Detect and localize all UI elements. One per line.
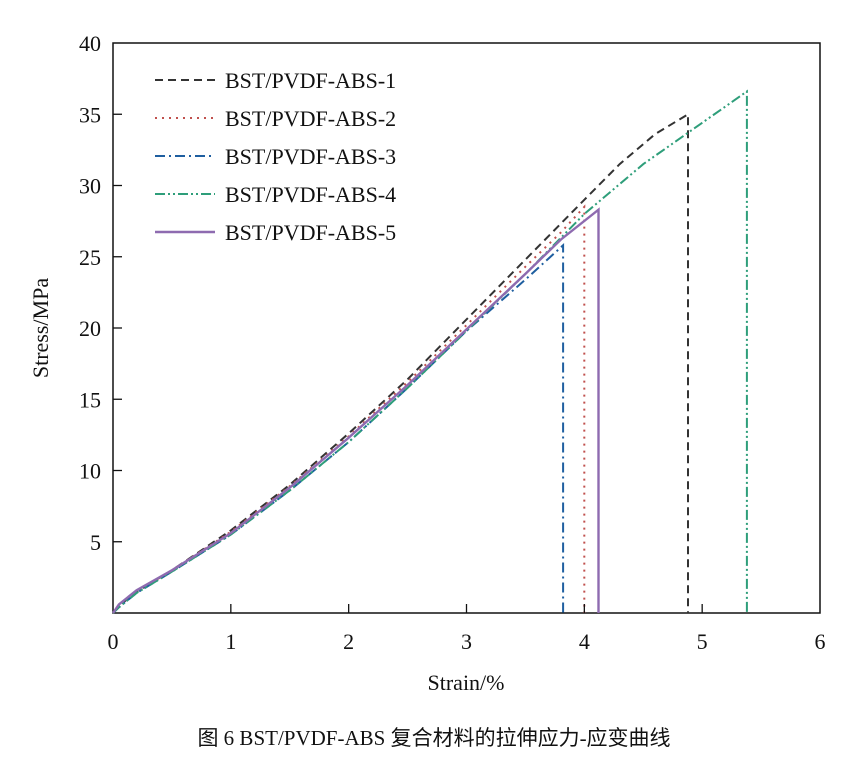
series-layer: [112, 89, 748, 614]
y-tick-label: 35: [79, 102, 101, 127]
legend-label-4: BST/PVDF-ABS-4: [225, 182, 396, 207]
y-tick-label: 25: [79, 245, 101, 270]
legend-label-5: BST/PVDF-ABS-5: [225, 220, 396, 245]
x-tick-label: 0: [108, 629, 119, 654]
y-tick-label: 15: [79, 387, 101, 412]
y-tick-label: 40: [79, 31, 101, 56]
x-tick-label: 4: [579, 629, 590, 654]
x-tick-label: 5: [697, 629, 708, 654]
x-axis-ticks: 0 1 2 3 4 5 6: [108, 604, 826, 654]
x-axis-label: Strain/%: [428, 670, 505, 695]
y-tick-label: 30: [79, 174, 101, 199]
x-tick-label: 2: [343, 629, 354, 654]
series-line-2: [112, 204, 586, 614]
y-tick-label: 20: [79, 316, 101, 341]
legend-label-3: BST/PVDF-ABS-3: [225, 144, 396, 169]
y-axis-ticks: 5 10 15 20 25 30 35 40: [79, 31, 122, 555]
x-tick-label: 6: [815, 629, 826, 654]
y-tick-label: 10: [79, 459, 101, 484]
series-line-5: [112, 207, 600, 614]
x-tick-label: 3: [461, 629, 472, 654]
legend: BST/PVDF-ABS-1 BST/PVDF-ABS-2 BST/PVDF-ABS…: [155, 68, 396, 245]
figure-caption: 图 6 BST/PVDF-ABS 复合材料的拉伸应力-应变曲线: [197, 726, 670, 750]
y-axis-label: Stress/MPa: [28, 278, 53, 378]
legend-label-1: BST/PVDF-ABS-1: [225, 68, 396, 93]
legend-label-2: BST/PVDF-ABS-2: [225, 106, 396, 131]
series-line-1: [112, 112, 689, 614]
x-tick-label: 1: [225, 629, 236, 654]
y-tick-label: 5: [90, 530, 101, 555]
series-line-4: [112, 89, 748, 614]
